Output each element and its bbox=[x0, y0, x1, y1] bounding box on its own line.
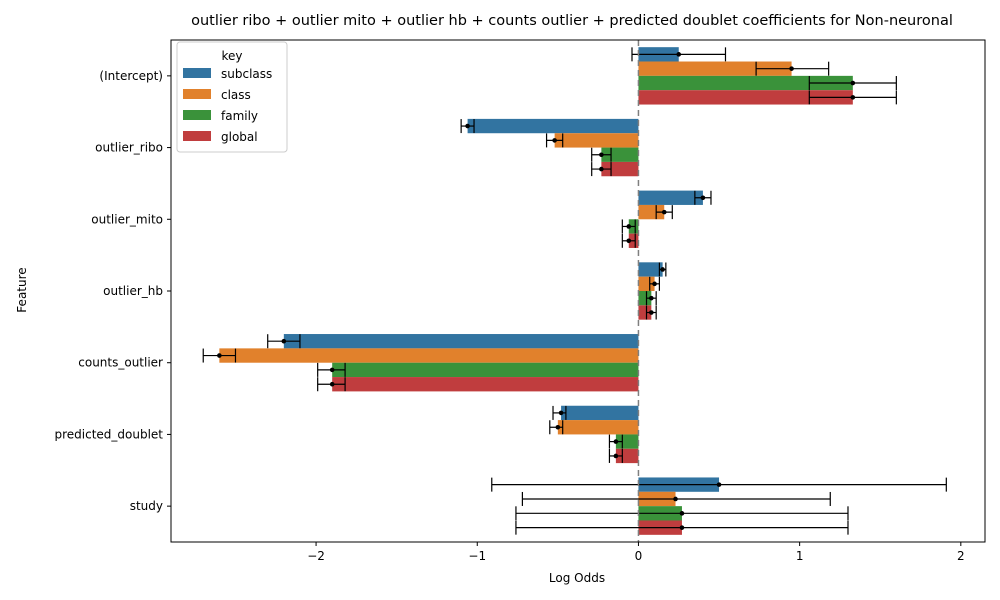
legend-swatch-family bbox=[183, 110, 211, 120]
error-bar-global-4 bbox=[317, 377, 346, 392]
error-bar-family-6 bbox=[515, 506, 849, 521]
error-bar-class-2 bbox=[655, 205, 673, 220]
bar-class-1 bbox=[554, 133, 639, 148]
y-tick-label: outlier_mito bbox=[91, 212, 163, 226]
bar-subclass-3 bbox=[638, 262, 663, 277]
error-bar-class-1 bbox=[545, 133, 564, 148]
x-tick-label: 0 bbox=[635, 549, 643, 563]
error-bar-class-3 bbox=[649, 276, 661, 291]
error-bar-subclass-3 bbox=[658, 262, 667, 277]
error-bar-global-2 bbox=[621, 233, 636, 248]
y-tick-label: outlier_hb bbox=[103, 284, 163, 298]
legend-label-class: class bbox=[221, 88, 251, 102]
error-bar-subclass-0 bbox=[631, 47, 727, 62]
legend-title: key bbox=[221, 49, 242, 63]
bar-class-0 bbox=[638, 61, 792, 76]
legend-label-family: family bbox=[221, 109, 258, 123]
error-bar-family-3 bbox=[645, 291, 657, 306]
legend-items: subclass class family global bbox=[183, 67, 272, 144]
y-tick-label: outlier_ribo bbox=[95, 141, 163, 155]
bars-layer bbox=[219, 47, 853, 535]
error-bar-family-2 bbox=[621, 219, 636, 234]
error-bar-family-5 bbox=[608, 434, 623, 449]
legend-swatch-global bbox=[183, 131, 211, 141]
error-bar-subclass-1 bbox=[460, 119, 475, 134]
legend-swatch-class bbox=[183, 89, 211, 99]
error-bar-class-4 bbox=[202, 348, 237, 363]
error-bar-class-5 bbox=[549, 420, 564, 435]
error-bar-subclass-6 bbox=[491, 477, 947, 492]
plot-frame bbox=[170, 39, 986, 543]
y-axis-label: Feature bbox=[15, 267, 29, 312]
x-axis-label: Log Odds bbox=[549, 571, 605, 585]
legend-label-global: global bbox=[221, 130, 258, 144]
bar-class-4 bbox=[219, 348, 639, 363]
y-tick-label: counts_outlier bbox=[78, 356, 163, 370]
legend-swatch-subclass bbox=[183, 68, 211, 78]
error-bar-subclass-4 bbox=[267, 334, 301, 349]
error-bar-family-4 bbox=[317, 362, 346, 377]
y-tick-label: predicted_doublet bbox=[54, 427, 163, 441]
bar-class-5 bbox=[557, 420, 639, 435]
y-tick-label: (Intercept) bbox=[99, 69, 163, 83]
chart-title: outlier ribo + outlier mito + outlier hb… bbox=[191, 13, 953, 29]
x-tick-label: −2 bbox=[307, 549, 325, 563]
bar-subclass-1 bbox=[467, 118, 639, 134]
error-bar-global-5 bbox=[608, 448, 623, 463]
error-bar-subclass-5 bbox=[552, 405, 567, 420]
x-tick-label: 2 bbox=[957, 549, 965, 563]
bar-family-5 bbox=[615, 434, 639, 449]
bar-family-4 bbox=[332, 362, 639, 378]
y-axis-ticks: (Intercept) outlier_ribo outlier_mitooutli… bbox=[54, 69, 171, 513]
bar-family-0 bbox=[638, 75, 853, 91]
bar-global-3 bbox=[638, 305, 652, 320]
bar-subclass-2 bbox=[638, 190, 703, 205]
y-tick-label: study bbox=[130, 499, 163, 513]
bar-global-4 bbox=[332, 377, 639, 392]
bar-global-0 bbox=[638, 90, 853, 105]
error-bar-class-6 bbox=[521, 491, 831, 506]
error-bar-class-0 bbox=[755, 61, 830, 76]
bar-subclass-5 bbox=[561, 405, 639, 421]
legend: key subclass class family global bbox=[176, 41, 288, 153]
error-bar-family-1 bbox=[591, 147, 612, 162]
x-tick-label: 1 bbox=[796, 549, 804, 563]
error-bar-subclass-2 bbox=[694, 190, 712, 205]
bar-family-3 bbox=[638, 291, 652, 306]
x-tick-label: −1 bbox=[468, 549, 486, 563]
bar-class-3 bbox=[638, 276, 655, 291]
error-bar-global-0 bbox=[808, 90, 897, 105]
x-axis-ticks: −2 −1 0 1 2 bbox=[307, 542, 965, 563]
error-bar-family-0 bbox=[808, 76, 897, 91]
bar-subclass-4 bbox=[283, 334, 639, 349]
error-bar-global-3 bbox=[645, 305, 657, 320]
bar-class-2 bbox=[638, 204, 665, 220]
legend-label-subclass: subclass bbox=[221, 67, 272, 81]
error-bar-global-1 bbox=[591, 162, 612, 177]
error-bar-global-6 bbox=[515, 520, 849, 535]
bar-global-5 bbox=[615, 448, 639, 464]
error-bars-layer bbox=[202, 47, 947, 535]
